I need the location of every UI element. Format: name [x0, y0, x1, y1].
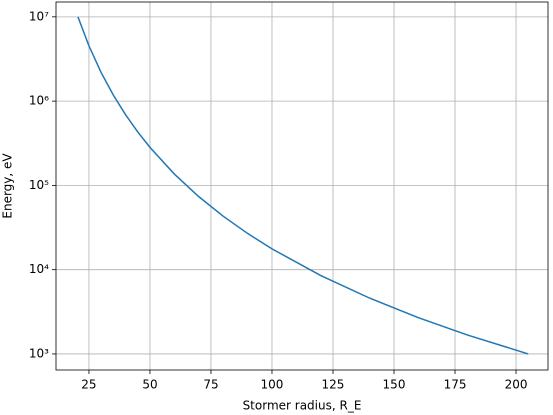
x-axis-label: Stormer radius, R_E — [243, 399, 362, 413]
x-tick-label: 125 — [322, 378, 345, 392]
y-tick-label: 10⁷ — [29, 9, 49, 23]
x-tick-label: 175 — [444, 378, 467, 392]
y-axis-label: Energy, eV — [1, 153, 15, 219]
x-tick-label: 25 — [81, 378, 96, 392]
plot-frame — [55, 1, 549, 371]
y-tick-label: 10⁶ — [29, 94, 49, 108]
x-tick-label: 50 — [142, 378, 157, 392]
y-tick-label: 10⁴ — [29, 262, 49, 276]
x-tick-label: 75 — [203, 378, 218, 392]
x-tick-label: 100 — [261, 378, 284, 392]
y-tick-label: 10⁵ — [29, 178, 49, 192]
y-tick-label: 10³ — [29, 346, 49, 360]
line — [77, 16, 529, 355]
x-tick-label: 150 — [383, 378, 406, 392]
x-tick-label: 200 — [505, 378, 528, 392]
